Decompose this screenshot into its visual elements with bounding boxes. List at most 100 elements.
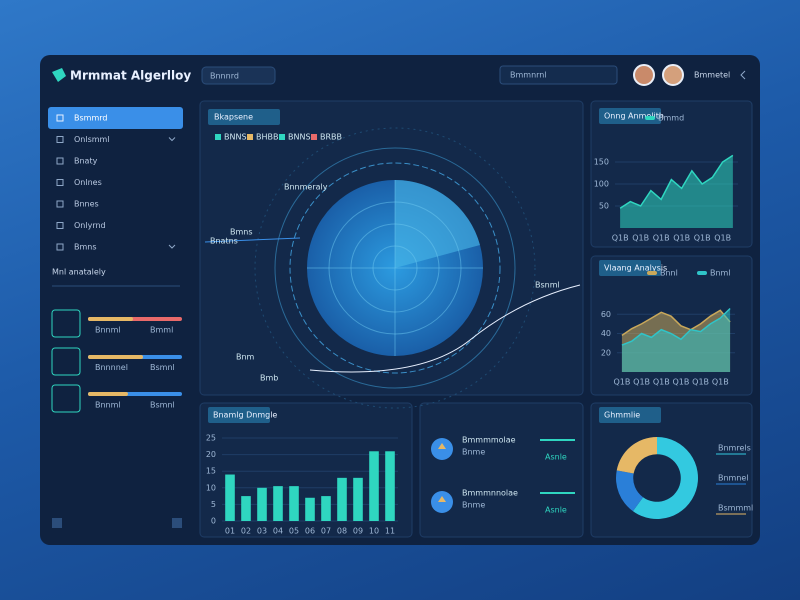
y-tick-label: 20 xyxy=(601,348,611,357)
widget-label: Bnnml xyxy=(95,326,121,335)
nav-item[interactable]: Bnaty xyxy=(74,157,98,166)
nav-item[interactable]: Bsmmrd xyxy=(74,114,107,123)
nav-item[interactable]: Bnnes xyxy=(74,200,99,209)
series-line xyxy=(621,309,731,337)
legend-swatch xyxy=(645,116,655,120)
x-tick-label: 05 xyxy=(289,527,299,536)
bar xyxy=(241,496,251,521)
legend-label: Bnmnel xyxy=(718,474,749,483)
x-tick-label: 10 xyxy=(369,527,379,536)
x-tick-label: Q1B xyxy=(632,234,649,243)
stat-label: Bmmmmolae xyxy=(462,436,516,445)
bar xyxy=(385,451,395,521)
y-tick-label: 0 xyxy=(211,517,216,526)
x-tick-label: Q1B xyxy=(653,234,670,243)
progress xyxy=(88,317,133,321)
ring xyxy=(254,127,536,409)
legend-label: Bmmd xyxy=(658,114,684,123)
bar xyxy=(337,477,347,521)
pie-slice xyxy=(616,437,657,474)
search-box-right[interactable] xyxy=(499,65,618,85)
stats: Bmmmmolae Bnme Asnle Bmmmnnolae Bnme Asnle xyxy=(462,436,575,515)
widget-icon xyxy=(51,309,81,338)
legend-label: BRBB xyxy=(320,133,342,142)
widget-label: Bnnml xyxy=(95,401,121,410)
y-tick-label: 60 xyxy=(601,310,611,319)
y-tick-label: 5 xyxy=(211,500,216,509)
user-name: Bmmetel xyxy=(694,71,730,80)
series-line xyxy=(619,154,734,209)
nav-item[interactable]: Onlsmml xyxy=(74,135,110,144)
nav-item[interactable]: Onlnes xyxy=(74,178,102,187)
trace xyxy=(204,237,301,243)
widget-value: Bsmnl xyxy=(150,401,175,410)
search-box[interactable] xyxy=(201,66,276,85)
x-tick-label: Q1B xyxy=(694,234,711,243)
title-tag xyxy=(208,109,280,125)
nav-item[interactable]: Onlyrnd xyxy=(74,221,106,230)
y-tick-label: 40 xyxy=(601,329,611,338)
search-text: Bnnnrd xyxy=(210,72,239,81)
radar-label: Bmns xyxy=(230,228,253,237)
stat-value: Bnme xyxy=(462,501,485,510)
nav-item[interactable]: Bmns xyxy=(74,243,97,252)
legend-swatch xyxy=(247,134,253,140)
trace xyxy=(309,284,581,373)
chart-title: Vlaang Analysis xyxy=(604,264,667,273)
radar-label: Bnatns xyxy=(210,237,238,246)
bar xyxy=(257,487,267,521)
legend-swatch xyxy=(697,271,707,275)
radar-label: Bnnmeraly xyxy=(284,183,328,192)
chart-title: Onng Anmelith xyxy=(604,112,664,121)
bar xyxy=(369,451,379,521)
ring xyxy=(274,147,516,389)
x-tick-label: Q1B xyxy=(613,378,630,387)
legend-label: BNNS xyxy=(288,133,311,142)
area-fill xyxy=(621,308,731,372)
legend-label: BHBB xyxy=(256,133,278,142)
bar xyxy=(305,497,315,521)
legend-swatch xyxy=(279,134,285,140)
y-tick-label: 25 xyxy=(206,434,216,443)
x-tick-label: 09 xyxy=(353,527,363,536)
progress xyxy=(88,392,128,396)
x-tick-label: 08 xyxy=(337,527,347,536)
chart-title: Ghmmlie xyxy=(604,411,640,420)
radar-label: Bnm xyxy=(236,353,255,362)
progress xyxy=(88,355,143,359)
x-tick-label: 11 xyxy=(385,527,395,536)
x-tick-label: Q1B xyxy=(672,378,689,387)
chevron[interactable] xyxy=(740,70,746,80)
x-tick-label: Q1B xyxy=(712,378,729,387)
stat-delta: Asnle xyxy=(545,453,567,462)
series-line xyxy=(621,307,731,346)
x-tick-label: 06 xyxy=(305,527,315,536)
chart-title: Bnamlg Dnmgle xyxy=(213,411,277,420)
avatar[interactable] xyxy=(662,64,684,86)
sidebar-section: Mnl anatalely xyxy=(52,268,106,277)
x-tick-label: Q1B xyxy=(633,378,650,387)
title-tag xyxy=(599,108,661,124)
stat-delta: Asnle xyxy=(545,506,567,515)
y-tick-label: 10 xyxy=(206,483,216,492)
y-tick-label: 150 xyxy=(594,158,609,167)
legend-label: BNNS xyxy=(224,133,247,142)
icon[interactable] xyxy=(52,518,62,528)
radar-title: Bkapsene xyxy=(214,113,253,122)
nav-icon xyxy=(56,200,64,208)
icon[interactable] xyxy=(172,518,182,528)
widget-value: Bmml xyxy=(150,326,173,335)
avatar[interactable] xyxy=(633,64,655,86)
bar xyxy=(289,486,299,521)
ring xyxy=(289,162,501,374)
pie-slice xyxy=(632,437,698,519)
chevron xyxy=(168,244,176,249)
bar xyxy=(321,496,331,521)
radar-label: Bmb xyxy=(260,374,278,383)
legend-swatch xyxy=(311,134,317,140)
chevron xyxy=(168,137,176,142)
x-tick-label: 03 xyxy=(257,527,267,536)
stat-glyph xyxy=(438,443,446,449)
x-tick-label: Q1B xyxy=(612,234,629,243)
